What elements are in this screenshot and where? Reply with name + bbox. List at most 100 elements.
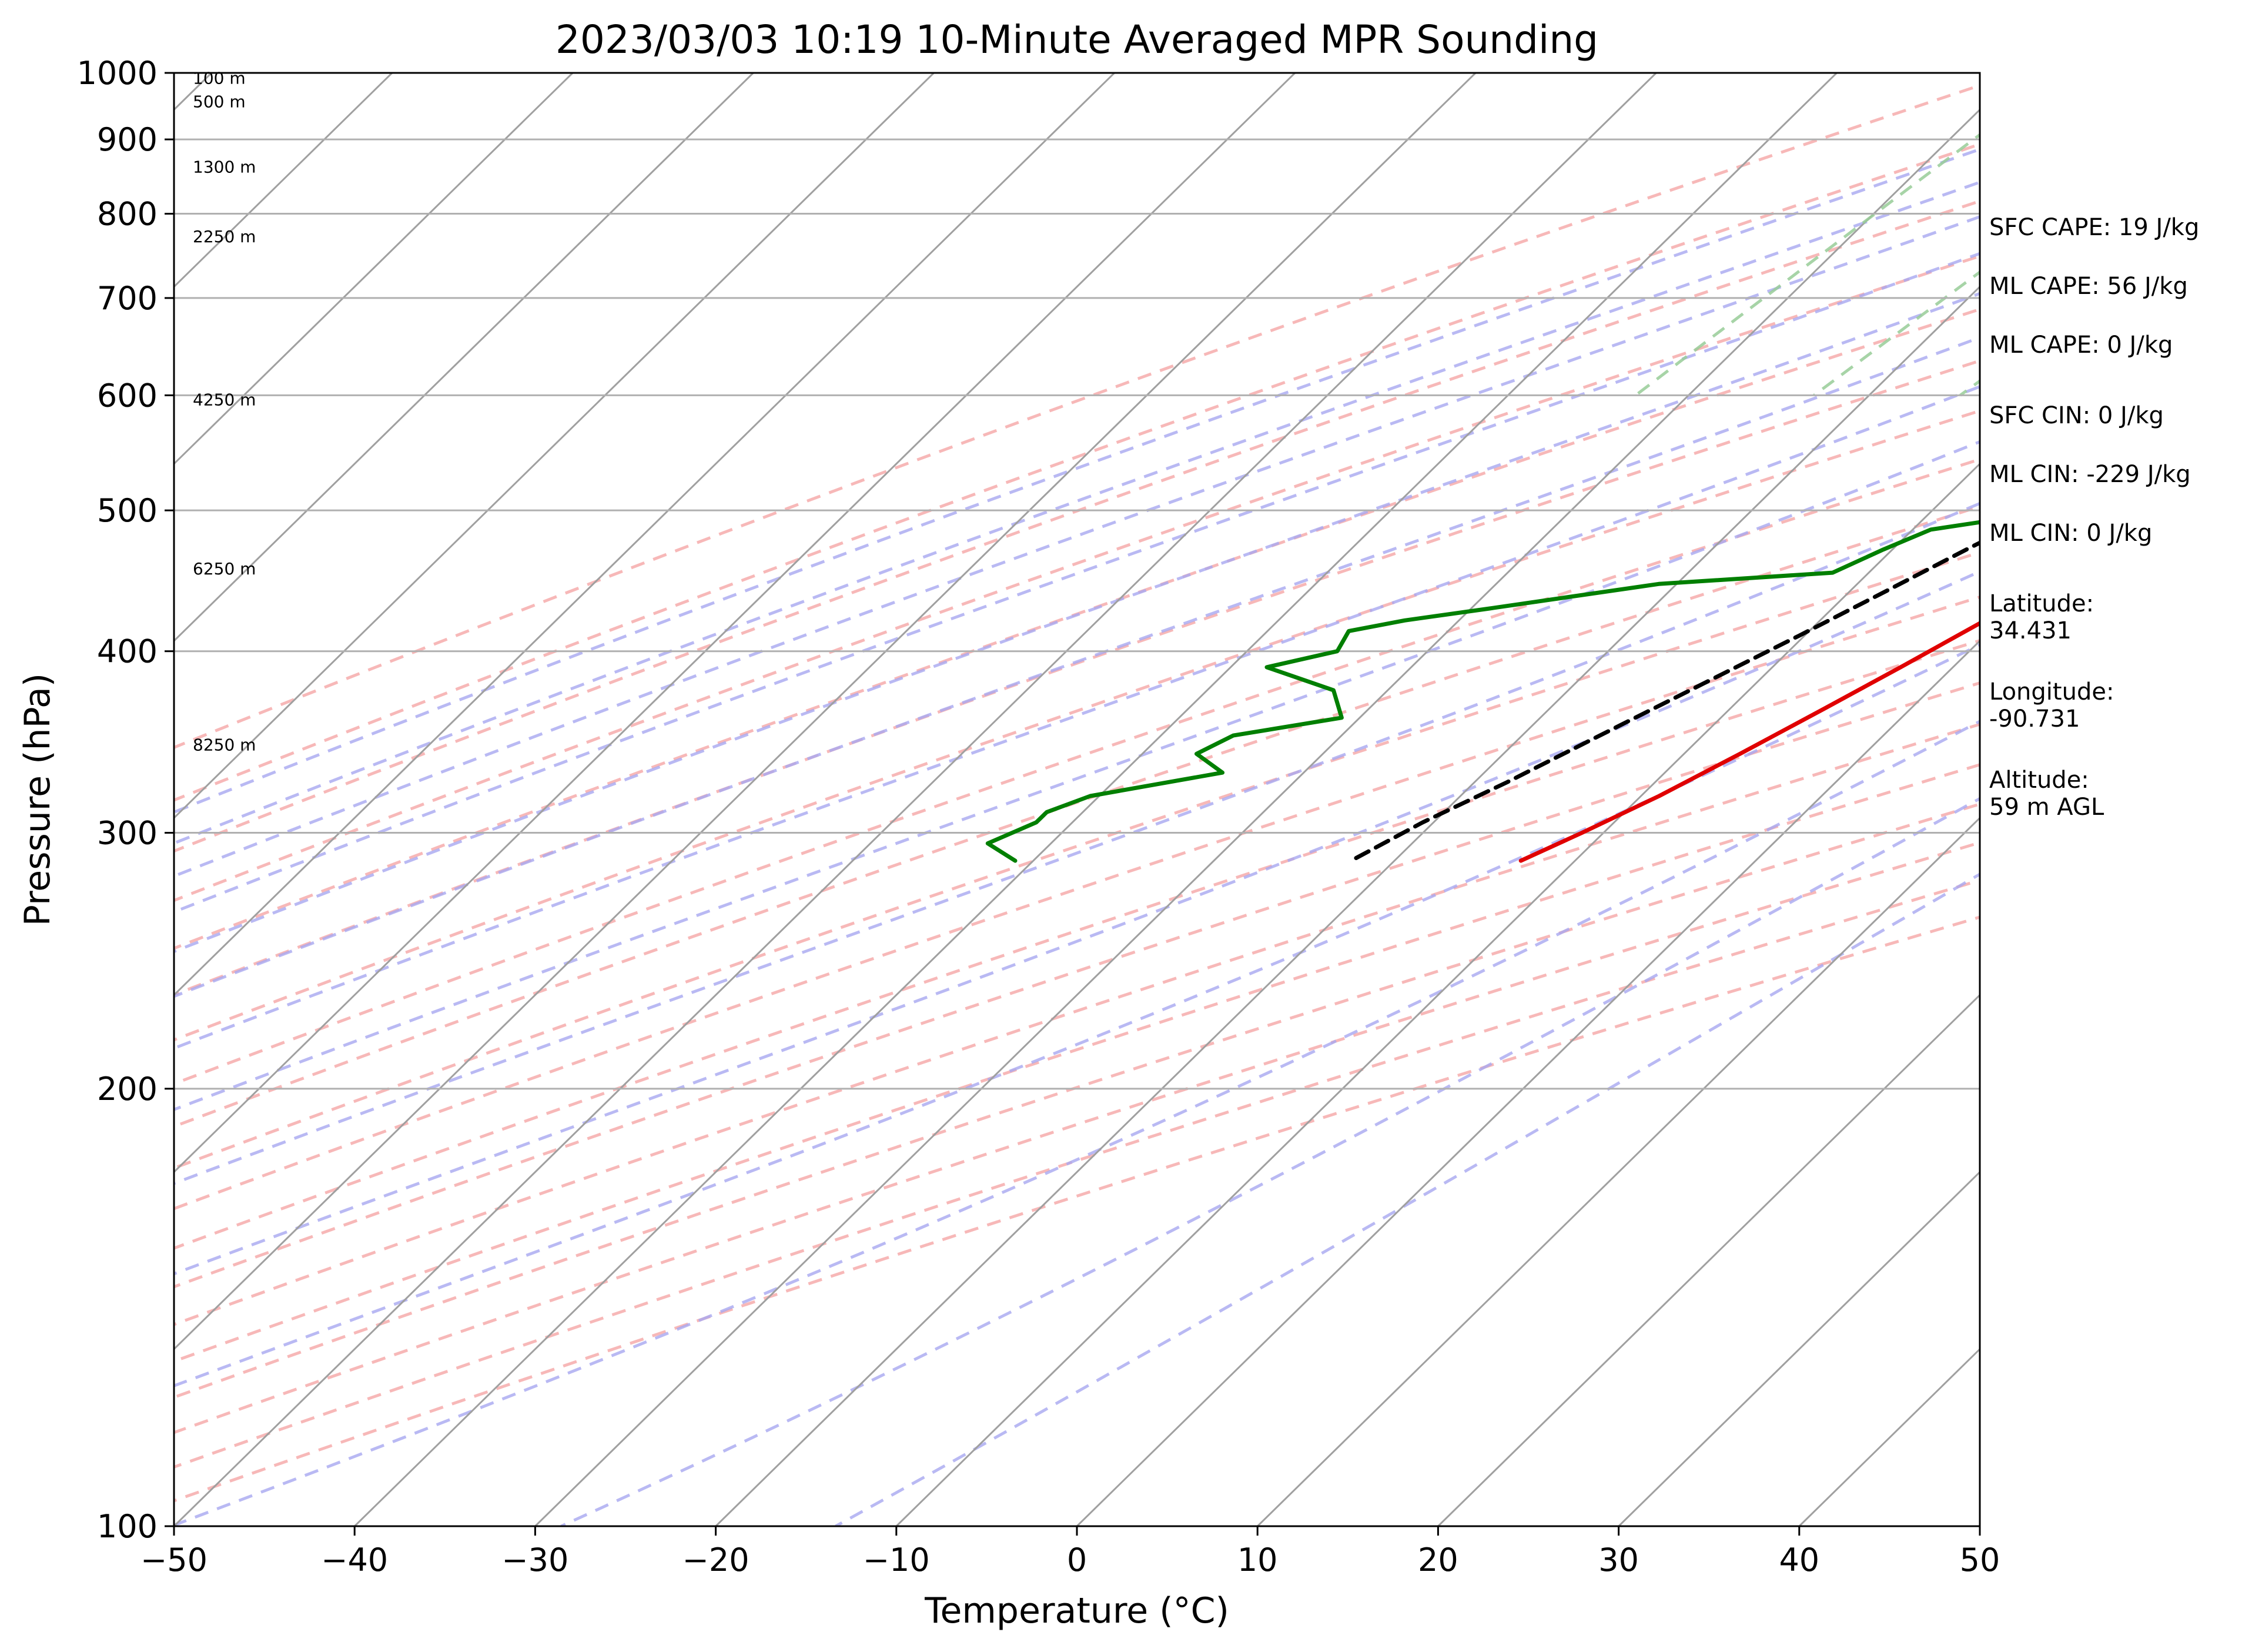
ml-cin-1-annotation: ML CIN: -229 J/kg [1989, 461, 2191, 488]
height-labels: 100 m 500 m 1300 m 2250 m 4250 m 6250 m 8250 m [193, 69, 256, 755]
isotherm [1257, 817, 1980, 1526]
moist-adiabats [174, 148, 1980, 1526]
parcel-line [1353, 540, 1980, 861]
annotation-line: SFC CIN: 0 J/kg [1989, 402, 2164, 429]
height-label: 500 m [193, 92, 246, 111]
height-label: 100 m [193, 69, 246, 88]
moist-adiabat [174, 148, 1980, 814]
y-tick-label: 500 [97, 492, 158, 529]
sfc-cin-annotation: SFC CIN: 0 J/kg [1989, 402, 2164, 429]
background-lines [174, 73, 1980, 1526]
y-tick-label: 700 [97, 280, 158, 317]
isotherm [895, 462, 1980, 1526]
x-tick-label: 50 [1960, 1541, 2000, 1579]
x-tick-label: 10 [1237, 1541, 1278, 1579]
y-tick-label: 300 [97, 815, 158, 852]
dry-adiabats [174, 83, 1980, 1503]
temperature-line [1518, 621, 1980, 863]
isotherm [715, 285, 1980, 1526]
isotherm [174, 73, 574, 466]
mixing-ratio-line [1813, 270, 1980, 397]
dewpoint-line [985, 520, 1980, 863]
y-tick-label: 200 [97, 1071, 158, 1108]
height-label: 4250 m [193, 390, 256, 410]
annotation-line: Altitude: [1989, 767, 2089, 794]
sfc-cape-annotation: SFC CAPE: 19 J/kg [1989, 214, 2199, 241]
isotherm [1437, 994, 1980, 1526]
sounding-series [985, 520, 1980, 863]
dry-adiabat [174, 307, 1980, 950]
y-tick-label: 600 [97, 377, 158, 414]
dry-adiabat [174, 841, 1980, 1434]
moist-adiabat [174, 292, 1980, 954]
dry-adiabat [174, 878, 1980, 1469]
isotherm [174, 73, 1477, 1350]
altitude-annotation: Altitude: 59 m AGL [1989, 767, 2104, 821]
x-tick-label: 30 [1598, 1541, 1639, 1579]
ml-cin-2-annotation: ML CIN: 0 J/kg [1989, 520, 2152, 547]
annotation-line: ML CIN: 0 J/kg [1989, 520, 2152, 547]
x-tick-label: 0 [1067, 1541, 1087, 1579]
annotation-line: 59 m AGL [1989, 794, 2104, 821]
annotation-line: SFC CAPE: 19 J/kg [1989, 214, 2199, 241]
moist-adiabat [174, 180, 1980, 845]
x-axis-ticks: −50 −40 −30 −20 −10 0 10 20 30 40 50 [140, 1526, 2000, 1579]
isotherm [1618, 1171, 1980, 1526]
longitude-annotation: Longitude: -90.731 [1989, 678, 2114, 733]
chart-title: 2023/03/03 10:19 10-Minute Averaged MPR … [556, 17, 1598, 62]
isotherm [174, 73, 1296, 1173]
x-tick-label: −10 [863, 1541, 930, 1579]
latitude-annotation: Latitude: 34.431 [1989, 590, 2094, 644]
x-tick-label: −30 [501, 1541, 568, 1579]
moist-adiabat [174, 252, 1980, 914]
isotherm [174, 73, 935, 820]
ml-cape-2-annotation: ML CAPE: 0 J/kg [1989, 332, 2173, 359]
moist-adiabat [835, 872, 1980, 1526]
x-tick-label: −50 [140, 1541, 208, 1579]
ml-cape-1-annotation: ML CAPE: 56 J/kg [1989, 273, 2188, 300]
isotherm [534, 108, 1980, 1526]
annotation-line: ML CIN: -229 J/kg [1989, 461, 2191, 488]
isotherm [354, 73, 1838, 1526]
height-label: 2250 m [193, 227, 256, 246]
dry-adiabat [174, 723, 1980, 1326]
isotherms [174, 73, 1980, 1526]
annotation-line: 34.431 [1989, 617, 2072, 644]
moist-adiabat [174, 501, 1980, 1185]
y-axis-ticks: 100 200 300 400 500 600 700 800 900 1000 [77, 55, 174, 1545]
dry-adiabat [174, 763, 1980, 1363]
sounding-parameters: SFC CAPE: 19 J/kg ML CAPE: 56 J/kg ML CAPE… [1989, 214, 2199, 821]
height-label: 6250 m [193, 559, 256, 578]
y-tick-label: 800 [97, 196, 158, 233]
annotation-line: ML CAPE: 56 J/kg [1989, 273, 2188, 300]
annotation-line: Latitude: [1989, 590, 2094, 617]
dry-adiabat [174, 254, 1980, 902]
isotherm [174, 73, 1657, 1526]
x-tick-label: −20 [682, 1541, 749, 1579]
x-tick-label: −40 [321, 1541, 388, 1579]
annotation-line: -90.731 [1989, 705, 2080, 733]
height-label: 8250 m [193, 735, 256, 755]
y-axis-label: Pressure (hPa) [17, 673, 58, 926]
x-axis-label: Temperature (°C) [924, 1590, 1229, 1631]
annotation-line: ML CAPE: 0 J/kg [1989, 332, 2173, 359]
y-tick-label: 900 [97, 121, 158, 158]
isotherm [1076, 640, 1980, 1526]
mixing-ratio-lines [1634, 133, 1980, 397]
isotherm [174, 73, 1115, 996]
x-tick-label: 40 [1779, 1541, 1819, 1579]
moist-adiabat [174, 440, 1980, 1112]
y-tick-label: 100 [97, 1508, 158, 1545]
x-tick-label: 20 [1418, 1541, 1458, 1579]
annotation-line: Longitude: [1989, 678, 2114, 705]
isotherm [174, 73, 754, 643]
dry-adiabat [174, 199, 1980, 853]
dry-adiabat [174, 802, 1980, 1399]
y-tick-label: 400 [97, 633, 158, 670]
height-label: 1300 m [193, 157, 256, 176]
dry-adiabat [174, 142, 1980, 802]
dry-adiabat [174, 359, 1980, 996]
y-tick-label: 1000 [77, 55, 158, 92]
mixing-ratio-line [1634, 133, 1980, 397]
